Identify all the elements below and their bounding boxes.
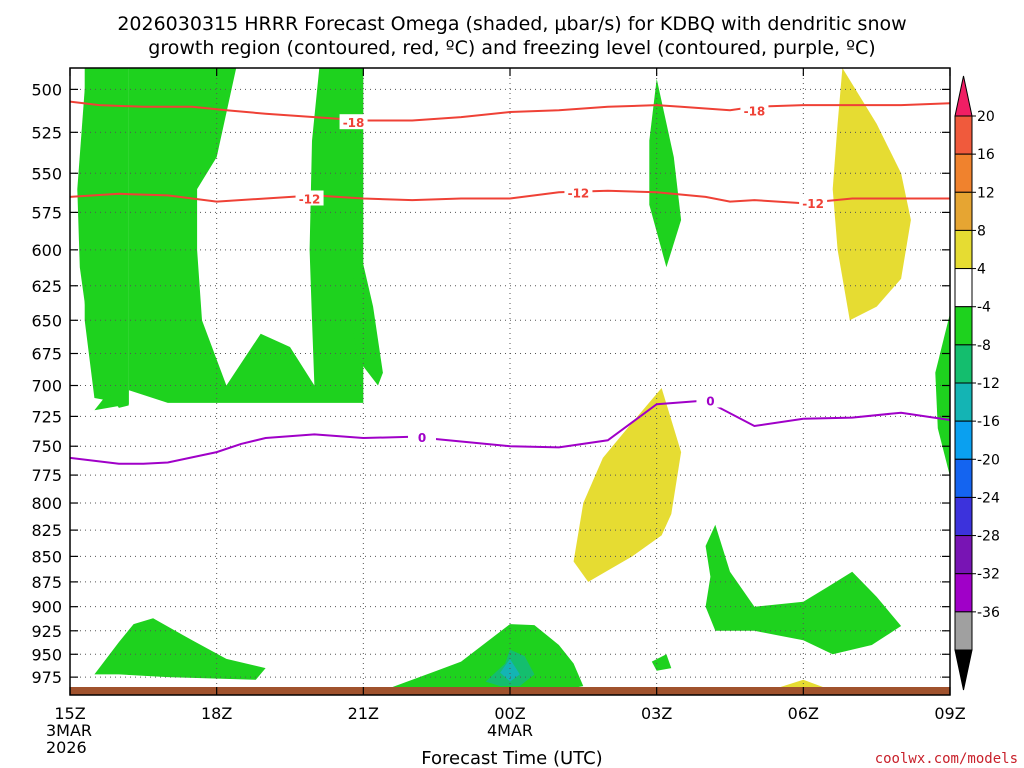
y-tick-label: 750 (31, 437, 62, 456)
freezing-contour-line (70, 399, 950, 465)
x-tick-label: 03Z (641, 704, 672, 723)
y-tick-label: 700 (31, 377, 62, 396)
colorbar-segment (954, 535, 973, 575)
colorbar-segment (954, 153, 973, 193)
colorbar-segment (954, 573, 973, 613)
colorbar-label: 16 (977, 147, 995, 163)
y-tick-label: 650 (31, 311, 62, 330)
omega-neg4-area-3 (77, 68, 129, 408)
colorbar-label: 8 (977, 223, 986, 239)
colorbar-segment (954, 229, 973, 270)
colorbar-label: -16 (977, 414, 1000, 430)
dgz-contour-label: -18 (343, 116, 365, 130)
omega-pos4-area-2 (573, 388, 682, 582)
x-tick-label: 09Z (934, 704, 965, 723)
freezing-contour-label: 0 (418, 431, 426, 445)
colorbar-label: -12 (977, 376, 1000, 392)
colorbar-label: -8 (977, 338, 991, 354)
freezing-contour-label-bg (408, 428, 436, 444)
colorbar-label: -20 (977, 452, 1000, 468)
omega-neg4-area-7 (94, 618, 266, 680)
y-tick-label: 575 (31, 203, 62, 222)
colorbar-segment (954, 268, 973, 308)
colorbar-segment (954, 191, 973, 231)
colorbar-label: -28 (977, 529, 1000, 545)
dgz-contour-label-bg (740, 102, 769, 118)
y-tick-label: 500 (31, 80, 62, 99)
y-axis: 500 525 550 575 600 625 650 675 700 725 750 775 800 8… (31, 80, 950, 687)
x-tick-label: 4MAR (487, 721, 533, 740)
omega-pos4-area-1 (832, 68, 911, 321)
y-tick-label: 725 (31, 407, 62, 426)
colorbar-segment (954, 420, 973, 460)
omega-neg4-area-4 (351, 264, 383, 386)
dgz-contour-label: -12 (299, 192, 321, 206)
freezing-contour-label-bg (696, 392, 725, 408)
colorbar-label: -32 (977, 567, 1000, 583)
chart-title-line-2: growth region (contoured, red, ºC) and f… (148, 37, 875, 59)
x-tick-label: 2026 (46, 738, 87, 757)
omega-shading (77, 68, 950, 691)
dgz-contour-label-bg (564, 184, 593, 200)
contour-lines: -18 -18 -12 -12 -12 0 0 (70, 100, 950, 465)
colorbar-label: 12 (977, 185, 995, 201)
colorbar-bottom-arrow (954, 649, 973, 691)
y-tick-label: 525 (31, 123, 62, 142)
y-tick-label: 975 (31, 668, 62, 687)
omega-neg4-area-8 (314, 624, 584, 691)
omega-neg4-area-9 (651, 654, 672, 671)
chart-title-line-1: 2026030315 HRRR Forecast Omega (shaded, … (117, 13, 906, 35)
omega-neg4-area-6 (935, 313, 950, 477)
dgz-contour-label: -18 (744, 104, 766, 118)
y-tick-label: 550 (31, 164, 62, 183)
colorbar-segment (954, 306, 973, 346)
omega-neg4-area-2 (94, 68, 364, 411)
x-tick-label: 21Z (348, 704, 379, 723)
dgz-contour-label-bg (295, 190, 324, 206)
colorbar-label: 20 (977, 109, 995, 125)
credit-text: coolwx.com/models (875, 751, 1018, 767)
colorbar-segment (954, 115, 973, 155)
y-tick-label: 600 (31, 241, 62, 260)
x-tick-label: 18Z (201, 704, 232, 723)
omega-neg4-area-10 (705, 524, 902, 655)
y-tick-label: 675 (31, 344, 62, 363)
colorbar-label: -36 (977, 605, 1000, 621)
y-tick-label: 875 (31, 573, 62, 592)
y-tick-label: 950 (31, 645, 62, 664)
y-tick-label: 825 (31, 521, 62, 540)
dgz-contour-label-bg (799, 195, 828, 211)
colorbar-segment (954, 611, 973, 651)
colorbar-label: -4 (977, 300, 991, 316)
colorbar-top-arrow (954, 75, 973, 117)
y-tick-label: 900 (31, 598, 62, 617)
y-tick-label: 775 (31, 466, 62, 485)
colorbar: 20 16 12 8 4 -4 -8 -12 -16 -20 -24 -28 -32 -36 (954, 75, 1000, 691)
omega-neg12-area-1 (500, 658, 520, 682)
y-tick-label: 850 (31, 547, 62, 566)
dgz-contour-label-bg (339, 114, 368, 130)
dgz-contour-label: -12 (802, 197, 824, 211)
dgz-contour-line (70, 100, 950, 122)
colorbar-label: -24 (977, 490, 1000, 506)
x-tick-label: 00Z (494, 704, 525, 723)
dgz-contour-label: -12 (568, 186, 590, 200)
y-tick-label: 925 (31, 622, 62, 641)
colorbar-segment (954, 382, 973, 422)
colorbar-segment (954, 458, 973, 498)
dgz-contour-line (70, 189, 950, 205)
x-tick-label: 15Z (54, 704, 85, 723)
colorbar-label: 4 (977, 262, 986, 278)
y-tick-label: 800 (31, 494, 62, 513)
y-tick-label: 625 (31, 277, 62, 296)
freezing-contour-label: 0 (706, 394, 714, 408)
colorbar-segment (954, 344, 973, 384)
colorbar-segment (954, 496, 973, 537)
x-tick-label: 06Z (788, 704, 819, 723)
x-axis-label: Forecast Time (UTC) (421, 748, 602, 768)
x-tick-label: 3MAR (46, 721, 92, 740)
